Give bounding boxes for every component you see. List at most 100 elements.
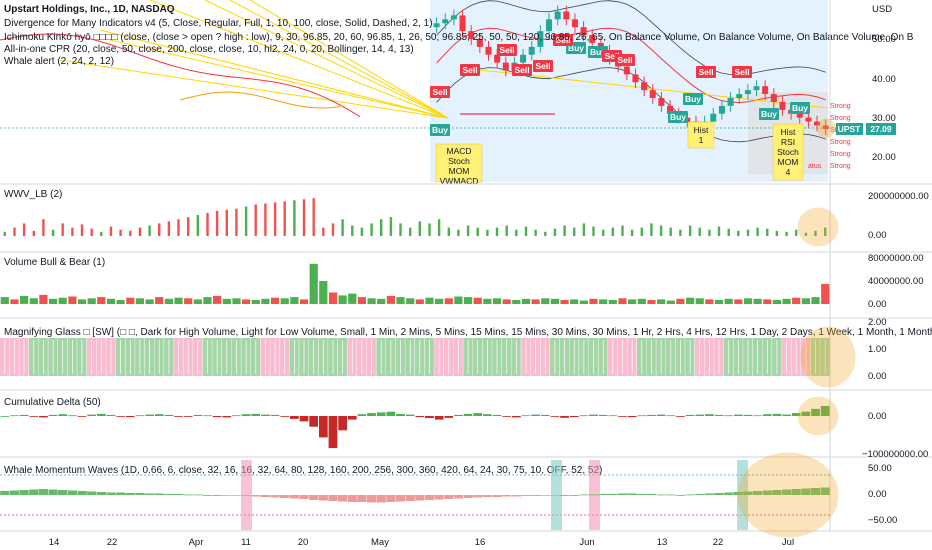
wwv-bars-bar [640, 227, 643, 236]
wwv-bars-bar [167, 221, 171, 236]
vol-bars-bar [116, 300, 125, 304]
candle-body [736, 94, 743, 98]
vol-bars-bar [29, 298, 38, 305]
sell-tag-3 [512, 64, 532, 76]
whale-bars-bar [695, 494, 705, 495]
whale-bars-bar [0, 491, 10, 495]
whale-bars-bar [241, 495, 251, 496]
callout-mid: Hist 1 [687, 121, 715, 149]
whale-pane: Whale Momentum Waves (1D, 0.66, 6, close… [0, 452, 897, 538]
cd-bars-bar [637, 415, 647, 417]
price-highlight-circle [816, 118, 836, 138]
pane-separators [0, 0, 932, 532]
indicator-divergence[interactable]: Divergence for Many Indicators v4 (5, Cl… [4, 18, 433, 29]
wwv-bars-bar [447, 227, 450, 236]
cd-bars-bar [647, 414, 656, 416]
sell-tag-5 [553, 34, 573, 46]
wwv-bars-bar [669, 227, 672, 236]
whale-bars-bar [222, 495, 232, 496]
wwv-bars-bar [302, 199, 306, 237]
fan-line-2 [229, 0, 449, 119]
whale-bars-bar [116, 492, 126, 495]
candle-body [770, 94, 777, 102]
wwv-bars-bar [737, 230, 740, 237]
sell-tag-2 [497, 44, 517, 56]
cd-bars-bar [579, 415, 589, 417]
cd-bars-bar [270, 414, 280, 416]
whale-bars-bar [202, 495, 213, 496]
vol-bars-bar [97, 297, 106, 304]
indicator-ichimoku[interactable]: Ichimoku Kinkō hyō □□□□ (close, (close >… [4, 32, 914, 43]
sell-tag-label-3: Sell [514, 65, 529, 75]
wwv-bars-bar [51, 229, 55, 236]
time-tick-16: 16 [475, 537, 486, 548]
vol-bars-bar [734, 299, 743, 304]
vol-bars-bar [695, 298, 704, 305]
indicator-cpr[interactable]: All-in-one CPR (20, close, 50, close, 20… [4, 44, 414, 55]
wwv-bars-bar [650, 223, 653, 236]
callout-right-line-2: RSI [781, 137, 795, 147]
chart-title: Upstart Holdings, Inc., 1D, NASDAQ [4, 4, 175, 15]
wwv-bars-bar [187, 217, 190, 236]
whale-bars-bar [77, 491, 87, 495]
whale-bars-bar [328, 495, 338, 501]
wwv-bars-bar [756, 227, 759, 236]
sell-tag-label-6: Sell [604, 51, 619, 61]
price-axis[interactable]: USD 50.00 40.00 30.00 20.00 UPST 27.09 [836, 4, 896, 163]
wwv-bars-bar [215, 210, 219, 236]
wwv-bars-bar [196, 215, 199, 236]
cd-bars-bar [19, 414, 29, 416]
vol-bars-bar [20, 295, 29, 304]
whale-bars-bar [704, 493, 714, 495]
buy-tag-5 [759, 108, 779, 120]
candle-body [710, 113, 717, 122]
vol-bars-bar [126, 297, 135, 304]
vol-bars-bar [348, 293, 357, 304]
vol-bars-bar [560, 300, 569, 304]
candle-body [718, 105, 725, 114]
vol-bars-bar [531, 299, 540, 304]
cd-bars-bar [183, 416, 193, 417]
vol-bars-bar [676, 298, 685, 304]
wwv-bars-bar [129, 230, 132, 237]
cd-bars-bar [627, 416, 637, 418]
vol-bars-bar [145, 299, 154, 304]
wwv-bars-bar [611, 227, 614, 236]
vol-bars-bar [174, 297, 183, 304]
wwv-bars-bar [688, 225, 692, 236]
vol-bars-bar [406, 298, 415, 305]
callout-left-line-2: Stoch [448, 156, 470, 166]
cd-bars-bar [492, 414, 502, 416]
cumdelta-tick-zero: 0.00 [868, 411, 887, 422]
candle-body [632, 74, 639, 83]
wwv-bars-bar [360, 227, 364, 236]
time-axis[interactable]: 14 22 Apr 11 20 May 16 Jun 13 22 Jul [49, 537, 794, 548]
fan-line-3 [249, 0, 449, 119]
buy-tag-6 [790, 102, 810, 114]
whale-bars-bar [579, 494, 589, 496]
indicator-line-orange [179, 91, 341, 109]
callout-right-line-1: Hist [781, 127, 796, 137]
wwv-bars-bar [32, 230, 35, 237]
strong-label-6: Strong [830, 163, 851, 170]
whale-bars-bar [260, 495, 270, 497]
vol-bars-bar [618, 298, 627, 305]
vol-bars-bar [87, 298, 96, 305]
cd-bars-bar [232, 415, 241, 417]
indicator-whale-alert[interactable]: Whale alert (2, 24, 2, 12) [4, 56, 114, 67]
wwv-bars-bar [563, 225, 566, 236]
candle-body [805, 117, 812, 122]
cd-bars-bar [174, 416, 183, 417]
cd-bars-bar [376, 412, 386, 416]
magnify-pane: Magnifying Glass □ [SW] (□ □, Dark for H… [0, 317, 932, 388]
candle-body [468, 31, 475, 39]
candle-body [494, 54, 501, 63]
whale-bars-bar [367, 495, 377, 503]
wwv-bars-bar [553, 228, 557, 236]
whale-bars-bar [540, 495, 550, 496]
candle-body [580, 27, 587, 36]
whale-bars-bar [560, 495, 570, 496]
cd-bars-bar [386, 411, 396, 416]
vol-bars-bar [714, 300, 724, 304]
